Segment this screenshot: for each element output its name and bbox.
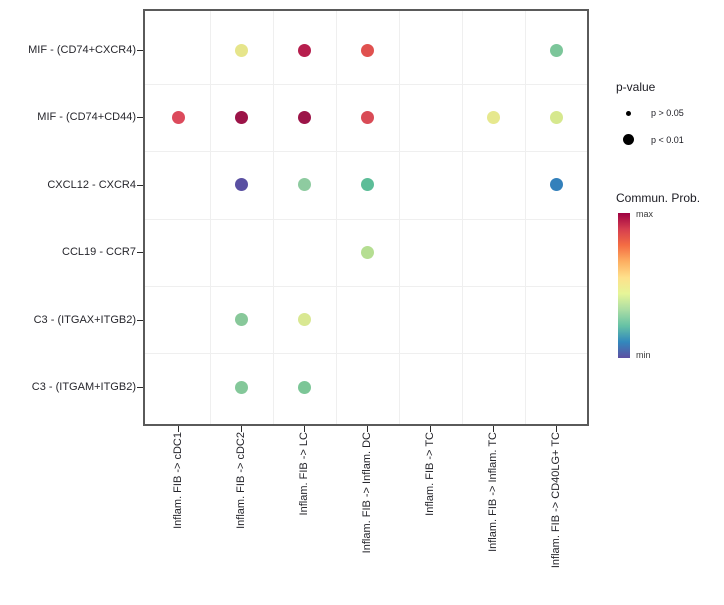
x-axis-label: Inflam. FIB -> CD40LG+ TC bbox=[550, 432, 562, 569]
pvalue-legend-item-1-label: p > 0.05 bbox=[651, 108, 684, 118]
y-axis-tick bbox=[137, 252, 143, 253]
data-point bbox=[297, 313, 311, 327]
minor-gridline-vertical bbox=[272, 11, 274, 424]
minor-gridline-horizontal bbox=[145, 285, 587, 287]
x-axis-tick bbox=[430, 426, 431, 432]
data-point bbox=[234, 110, 248, 124]
minor-gridline-horizontal bbox=[145, 218, 587, 220]
data-point bbox=[360, 43, 374, 57]
x-axis-label: Inflam. FIB -> Inflam. DC bbox=[361, 432, 373, 554]
y-axis-tick bbox=[137, 117, 143, 118]
minor-gridline-vertical bbox=[335, 11, 337, 424]
data-point bbox=[234, 380, 248, 394]
x-axis-tick bbox=[493, 426, 494, 432]
data-point bbox=[297, 110, 311, 124]
pvalue-legend-item-2-label: p < 0.01 bbox=[651, 135, 684, 145]
y-axis-tick bbox=[137, 185, 143, 186]
colorbar-min-label: min bbox=[636, 350, 651, 360]
colorbar-legend-title: Commun. Prob. bbox=[616, 191, 701, 205]
x-axis-tick bbox=[367, 426, 368, 432]
minor-gridline-vertical bbox=[209, 11, 211, 424]
data-point bbox=[234, 313, 248, 327]
data-point bbox=[234, 43, 248, 57]
minor-gridline-horizontal bbox=[145, 353, 587, 355]
data-point bbox=[549, 43, 563, 57]
data-point bbox=[297, 380, 311, 394]
x-axis-tick bbox=[304, 426, 305, 432]
y-axis-label: C3 - (ITGAM+ITGB2) bbox=[31, 381, 136, 393]
data-point bbox=[171, 110, 185, 124]
x-axis-label: Inflam. FIB -> cDC2 bbox=[235, 432, 247, 529]
data-point bbox=[360, 110, 374, 124]
x-axis-tick bbox=[556, 426, 557, 432]
data-point bbox=[234, 178, 248, 192]
x-axis-label: Inflam. FIB -> cDC1 bbox=[172, 432, 184, 529]
data-point bbox=[360, 178, 374, 192]
minor-gridline-vertical bbox=[461, 11, 463, 424]
y-axis-label: MIF - (CD74+CXCR4) bbox=[28, 44, 136, 56]
data-point bbox=[360, 245, 374, 259]
y-axis-tick bbox=[137, 320, 143, 321]
data-point bbox=[549, 110, 563, 124]
minor-gridline-horizontal bbox=[145, 83, 587, 85]
colorbar-max-label: max bbox=[636, 209, 654, 219]
y-axis-label: C3 - (ITGAX+ITGB2) bbox=[33, 313, 136, 326]
y-axis-label: CXCL12 - CXCR4 bbox=[47, 178, 136, 191]
small-dot-icon bbox=[626, 111, 631, 116]
pvalue-legend-title: p-value bbox=[616, 80, 656, 94]
minor-gridline-vertical bbox=[524, 11, 526, 424]
data-point bbox=[486, 110, 500, 124]
plot-panel bbox=[143, 9, 589, 426]
x-axis-label: Inflam. FIB -> LC bbox=[298, 432, 310, 516]
y-axis-tick bbox=[137, 50, 143, 51]
data-point bbox=[297, 178, 311, 192]
data-point bbox=[297, 43, 311, 57]
minor-gridline-vertical bbox=[398, 11, 400, 424]
x-axis-label: Inflam. FIB -> Inflam. TC bbox=[487, 432, 499, 552]
minor-gridline-horizontal bbox=[145, 151, 587, 153]
y-axis-tick bbox=[137, 387, 143, 388]
y-axis-label: CCL19 - CCR7 bbox=[62, 246, 136, 259]
x-axis-label: Inflam. FIB -> TC bbox=[424, 432, 436, 516]
colorbar-gradient bbox=[618, 213, 630, 358]
x-axis-tick bbox=[178, 426, 179, 432]
x-axis-tick bbox=[241, 426, 242, 432]
large-dot-icon bbox=[623, 134, 634, 145]
data-point bbox=[549, 178, 563, 192]
y-axis-label: MIF - (CD74+CD44) bbox=[37, 111, 136, 124]
